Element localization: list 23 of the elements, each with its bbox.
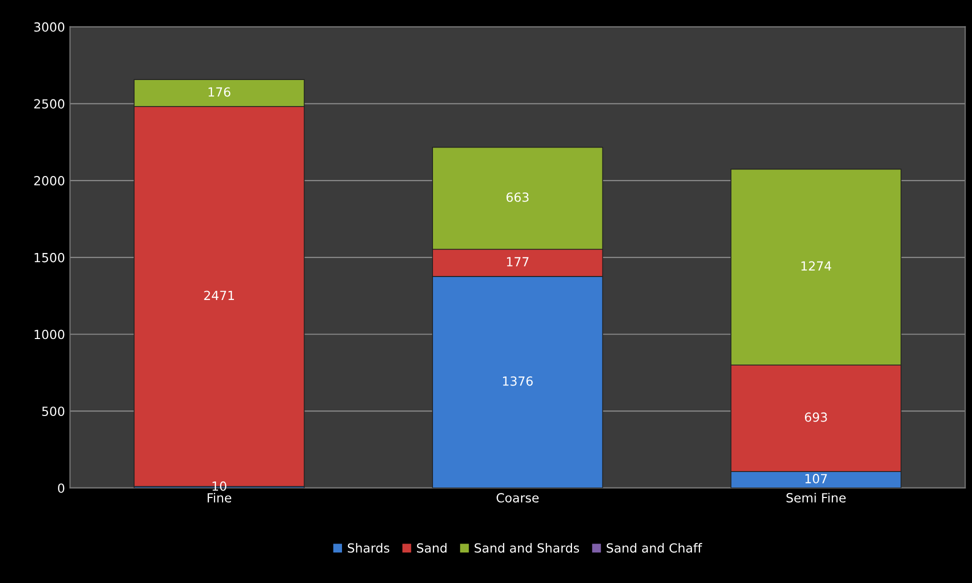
y-tick-label: 2500: [34, 99, 64, 109]
legend-label: Sand and Shards: [474, 543, 580, 553]
y-tick-label: 3000: [34, 22, 64, 32]
data-label: 1274: [801, 261, 832, 271]
data-label: 2471: [204, 290, 234, 300]
y-tick-label: 1000: [34, 330, 64, 340]
data-label: 176: [208, 87, 230, 97]
y-tick-label: 1500: [34, 252, 64, 262]
x-tick-label: Fine: [208, 492, 232, 503]
x-tick-label: Semi Fine: [786, 492, 846, 503]
data-label: 10: [212, 481, 226, 491]
data-label: 663: [506, 192, 529, 202]
y-tick-label: 2000: [34, 176, 64, 186]
y-tick-label: 0: [58, 483, 64, 493]
data-label: 177: [507, 257, 528, 266]
legend-label: Sand: [416, 543, 446, 553]
y-tick-label: 500: [42, 406, 64, 416]
data-label: 1376: [503, 376, 533, 386]
data-label: 107: [805, 474, 827, 484]
legend-label: Sand and Chaff: [606, 543, 702, 553]
legend-label: Shards: [348, 543, 390, 553]
data-label: 693: [804, 412, 827, 422]
x-tick-label: Coarse: [496, 493, 539, 503]
